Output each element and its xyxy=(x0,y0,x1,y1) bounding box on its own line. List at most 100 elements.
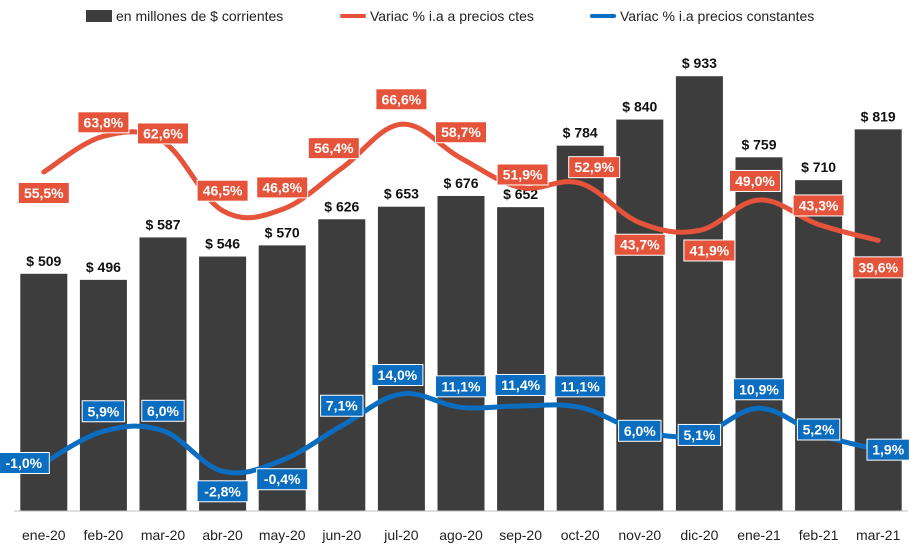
x-tick-label-nov-20: nov-20 xyxy=(618,527,661,543)
const-label-abr-20-box xyxy=(196,480,249,503)
bar-sep-20 xyxy=(497,207,545,511)
const-label-oct-20: 11,1% xyxy=(561,378,600,394)
bar-value-label-abr-20: $ 546 xyxy=(205,236,240,252)
const-label-abr-20: -2,8% xyxy=(204,483,241,499)
cte-label-nov-20-box xyxy=(613,233,666,256)
cte-label-jul-20-box xyxy=(375,88,428,111)
cte-label-ene-20: 55,5% xyxy=(24,185,64,201)
cte-label-jul-20: 66,6% xyxy=(382,91,422,107)
cte-label-feb-20: 63,8% xyxy=(84,114,124,130)
bar-value-label-ago-20: $ 676 xyxy=(443,175,478,191)
x-tick-label-sep-20: sep-20 xyxy=(499,527,542,543)
bar-ago-20 xyxy=(437,195,485,511)
const-label-jun-20-box xyxy=(320,394,364,417)
const-label-may-20-box xyxy=(256,468,309,491)
cte-label-jun-20-box xyxy=(307,137,360,160)
bar-value-label-dic-20: $ 933 xyxy=(682,55,717,71)
x-tick-label-feb-21: feb-21 xyxy=(799,527,839,543)
legend-swatch-line-const xyxy=(590,14,616,18)
cte-label-sep-20-box xyxy=(496,163,549,186)
const-label-sep-20-box xyxy=(494,373,547,396)
bar-ene-20 xyxy=(20,273,68,511)
cte-label-feb-21: 43,3% xyxy=(799,197,839,213)
line-variac-precios-constantes xyxy=(41,391,881,476)
cte-label-ene-20-box xyxy=(17,182,70,204)
cte-label-ene-21: 49,0% xyxy=(735,173,775,189)
const-label-ene-21: 10,9% xyxy=(739,381,779,397)
bar-value-label-mar-21: $ 819 xyxy=(861,108,896,124)
bar-jul-20 xyxy=(377,206,425,511)
bar-nov-20 xyxy=(616,119,664,511)
bar-value-label-jul-20: $ 653 xyxy=(384,186,419,202)
legend: en millones de $ corrientes Variac % i.a… xyxy=(0,8,922,32)
bar-value-label-feb-21: $ 710 xyxy=(801,159,836,175)
bar-abr-20 xyxy=(199,256,247,511)
bar-value-label-mar-20: $ 587 xyxy=(145,216,180,232)
x-tick-label-ago-20: ago-20 xyxy=(439,527,483,543)
const-label-sep-20: 11,4% xyxy=(501,377,540,393)
const-label-feb-21: 5,2% xyxy=(803,421,835,437)
bar-value-label-ene-21: $ 759 xyxy=(741,136,776,152)
const-label-ene-21-box xyxy=(733,378,785,401)
legend-item-line-const: Variac % i.a precios constantes xyxy=(590,8,814,24)
legend-label-line-const: Variac % i.a precios constantes xyxy=(620,8,815,24)
const-label-nov-20: 6,0% xyxy=(624,423,656,439)
cte-label-feb-21-box xyxy=(792,194,845,217)
const-label-oct-20-box xyxy=(554,375,607,398)
cte-label-mar-21-box xyxy=(852,256,905,279)
const-label-feb-20: 5,9% xyxy=(87,403,119,419)
x-tick-label-feb-20: feb-20 xyxy=(84,527,124,543)
x-tick-label-ene-21: ene-21 xyxy=(737,527,781,543)
cte-label-oct-20: 52,9% xyxy=(574,159,614,175)
cte-label-abr-20: 46,5% xyxy=(203,183,243,199)
cte-label-feb-20-box xyxy=(77,111,130,134)
const-label-ene-20-box xyxy=(0,452,50,474)
cte-label-may-20-box xyxy=(256,176,309,199)
cte-label-oct-20-box xyxy=(568,156,621,179)
const-label-feb-20-box xyxy=(81,400,126,423)
const-label-ene-20: -1,0% xyxy=(6,455,43,471)
const-label-dic-20-box xyxy=(677,423,722,446)
const-label-jun-20: 7,1% xyxy=(326,398,358,414)
x-tick-label-mar-21: mar-21 xyxy=(856,527,901,543)
cte-label-jun-20: 56,4% xyxy=(314,140,354,156)
cte-label-may-20: 46,8% xyxy=(262,179,302,195)
cte-label-nov-20: 43,7% xyxy=(620,237,660,253)
legend-item-line-cte: Variac % i.a a precios ctes xyxy=(340,8,534,24)
bar-jun-20 xyxy=(318,219,366,511)
bar-feb-20 xyxy=(79,279,127,511)
const-label-ago-20: 11,1% xyxy=(442,378,481,394)
const-label-may-20: -0,4% xyxy=(264,471,301,487)
bar-mar-20 xyxy=(139,237,187,511)
legend-swatch-bars xyxy=(86,10,112,22)
const-label-nov-20-box xyxy=(618,419,662,442)
bar-oct-20 xyxy=(556,145,604,511)
cte-label-mar-20-box xyxy=(137,122,189,145)
cte-label-dic-20-box xyxy=(683,239,736,262)
bar-value-label-feb-20: $ 496 xyxy=(86,259,121,275)
cte-label-mar-21: 39,6% xyxy=(858,259,898,275)
x-tick-label-oct-20: oct-20 xyxy=(561,527,600,543)
cte-label-ago-20-box xyxy=(435,121,487,144)
bar-value-label-may-20: $ 570 xyxy=(265,224,300,240)
const-label-feb-21-box xyxy=(796,418,841,441)
x-tick-label-ene-20: ene-20 xyxy=(22,527,66,543)
cte-label-ene-21-box xyxy=(729,169,781,192)
bar-feb-21 xyxy=(795,180,843,511)
line-variac-precios-ctes xyxy=(41,121,881,243)
cte-label-abr-20-box xyxy=(196,179,249,202)
cte-label-dic-20: 41,9% xyxy=(690,242,730,258)
legend-label-bars: en millones de $ corrientes xyxy=(116,8,284,24)
const-label-mar-21: 1,9% xyxy=(872,442,904,458)
bar-value-label-jun-20: $ 626 xyxy=(324,198,359,214)
legend-swatch-line-cte xyxy=(340,14,366,18)
const-label-mar-21-box xyxy=(866,438,910,461)
const-label-jul-20-box xyxy=(371,364,424,386)
const-label-mar-20-box xyxy=(141,399,185,422)
bar-ene-21 xyxy=(735,157,783,511)
x-tick-label-jul-20: jul-20 xyxy=(383,527,418,543)
x-tick-label-abr-20: abr-20 xyxy=(202,527,243,543)
bar-value-label-oct-20: $ 784 xyxy=(563,125,598,141)
bar-value-label-nov-20: $ 840 xyxy=(622,99,657,115)
